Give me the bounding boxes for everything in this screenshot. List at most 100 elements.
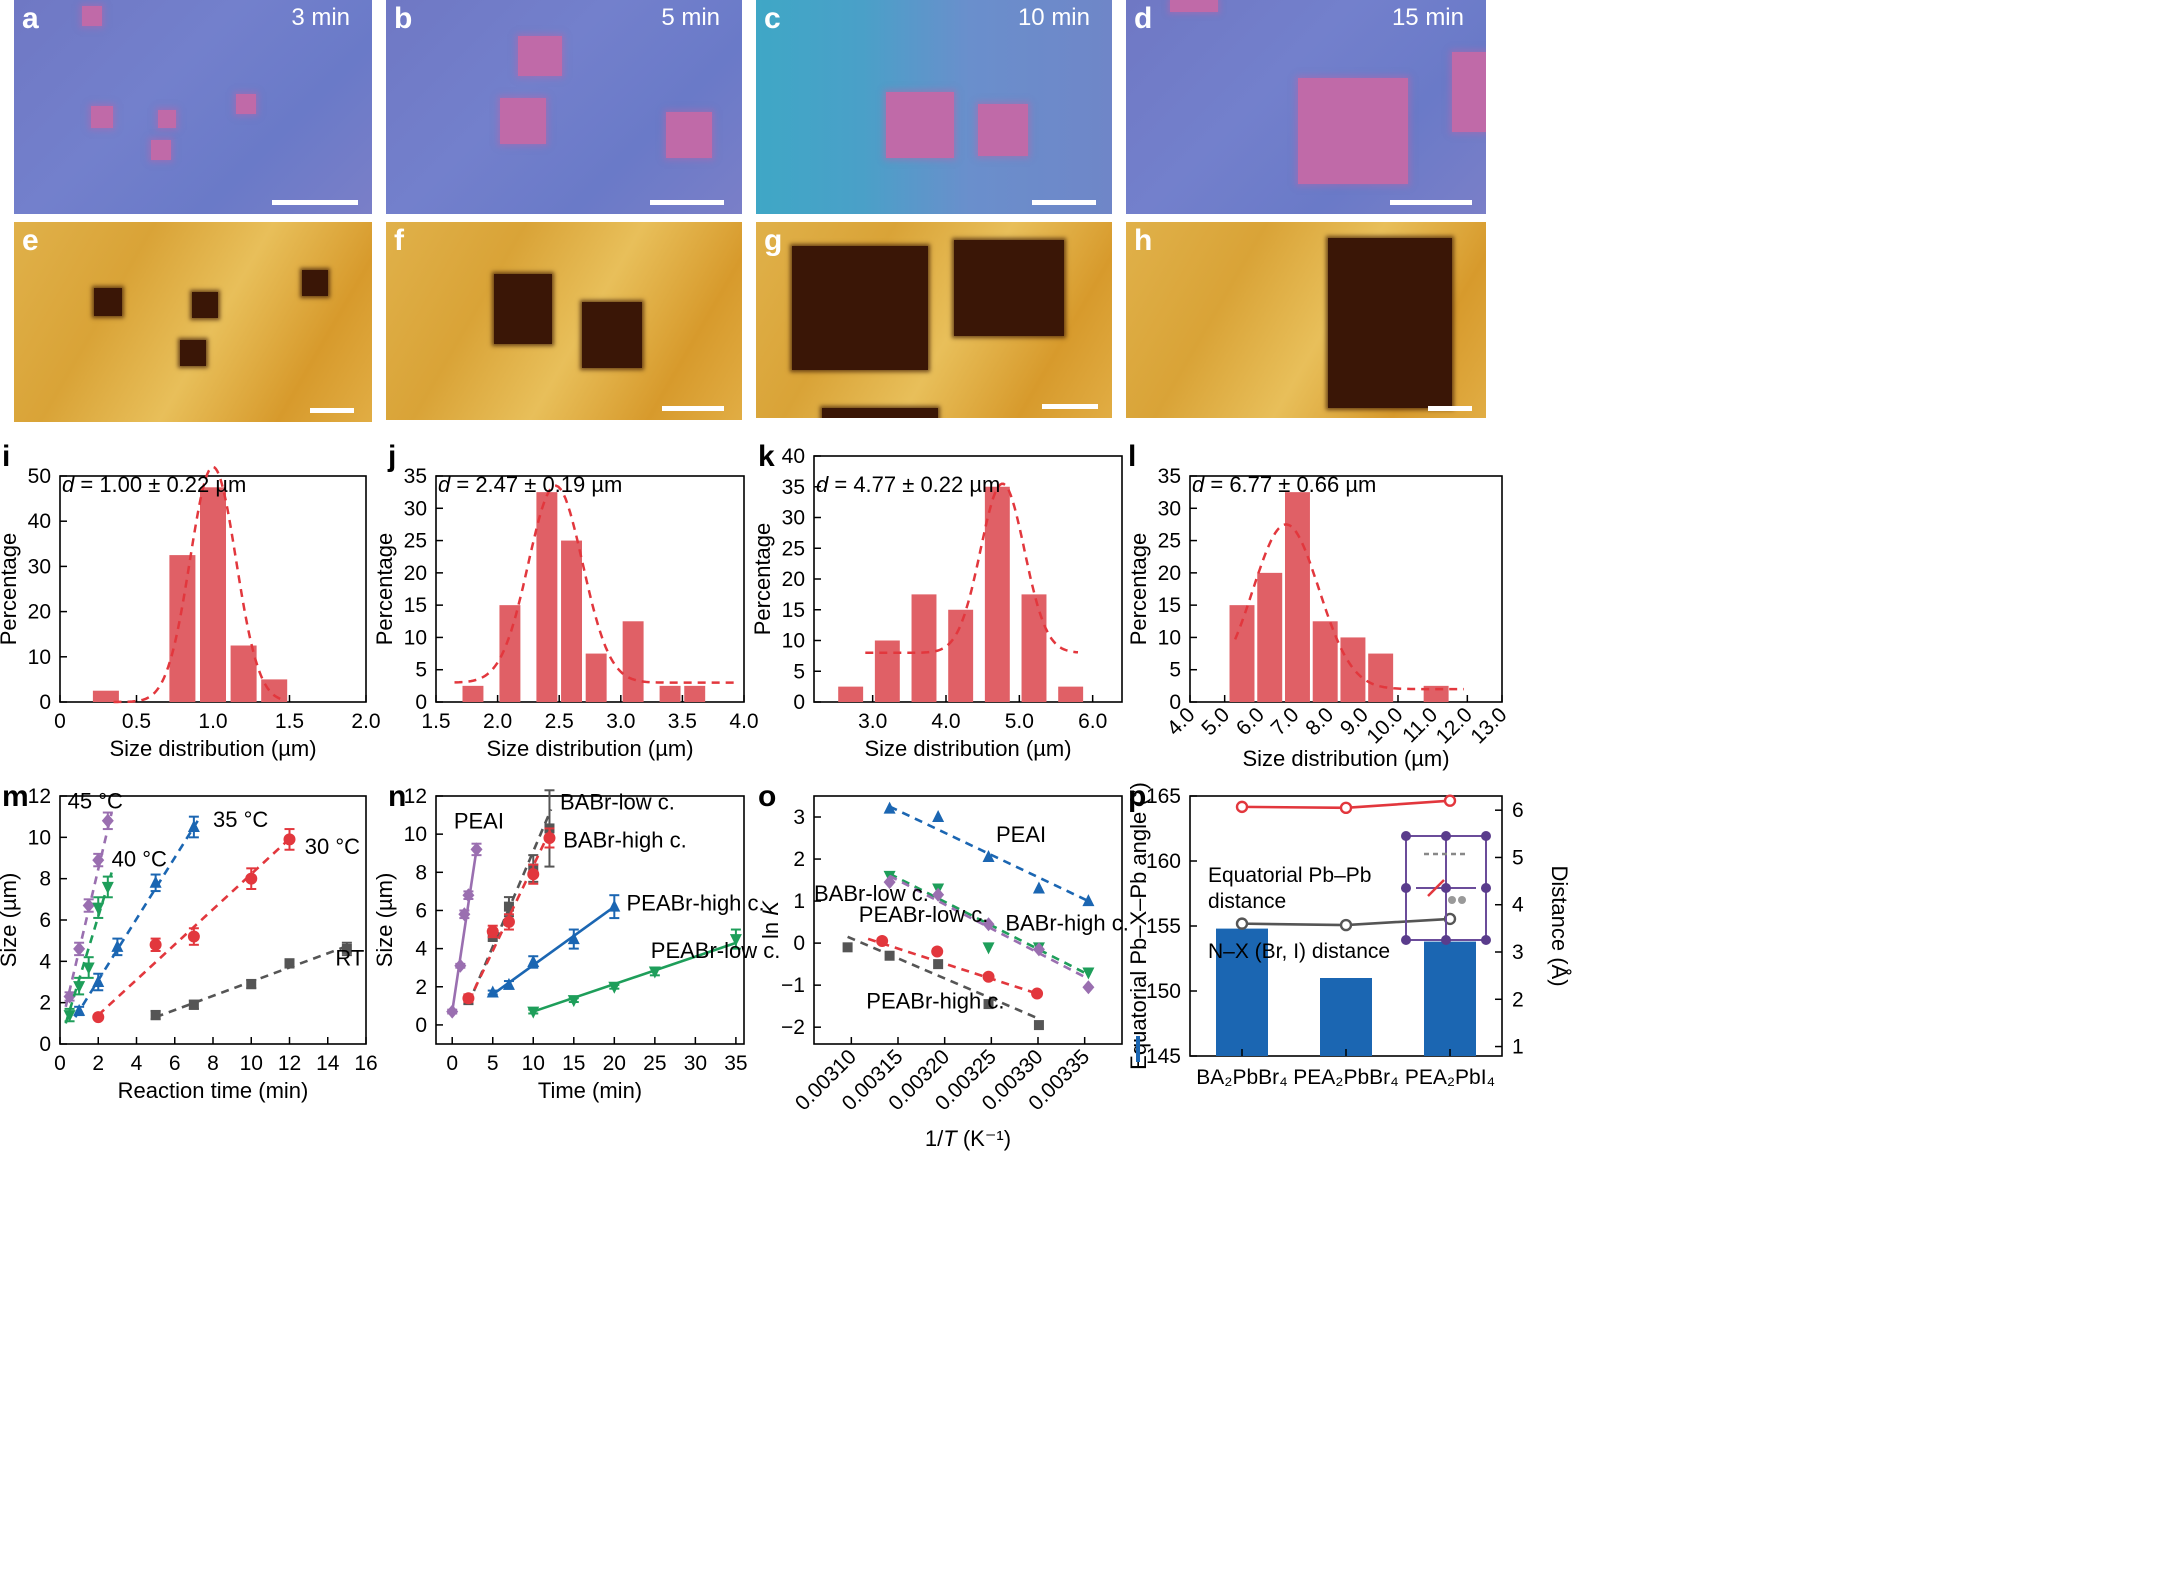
x-tick-label: 0.5: [122, 710, 151, 733]
series-label: PEABr-low c.: [859, 902, 989, 927]
y-tick-label: 30: [404, 497, 427, 520]
time-label: 5 min: [661, 4, 720, 31]
data-point: [527, 1006, 540, 1019]
scale-bar: [272, 200, 358, 205]
histogram-bar: [585, 653, 607, 702]
time-label: 10 min: [1017, 4, 1090, 31]
x-tick-label: 3.5: [668, 710, 697, 733]
y-tick-label: 30: [782, 507, 805, 530]
y-tick-label: 0: [793, 691, 805, 714]
data-point: [842, 942, 853, 953]
y-tick-label: 150: [1146, 980, 1181, 1003]
y-tick-label: 2: [415, 976, 427, 999]
plot-frame: [435, 795, 745, 1045]
data-point: [73, 1003, 86, 1016]
hole-square: [1328, 238, 1452, 408]
data-point: [486, 925, 499, 938]
afm-image-h: h: [1126, 222, 1486, 418]
y-tick-label: 40: [782, 445, 805, 468]
histogram-bar: [92, 690, 119, 702]
data-point: [982, 970, 995, 983]
data-point: [1031, 987, 1044, 1000]
y-tick-label: 2: [793, 848, 805, 871]
data-point: [73, 941, 86, 956]
data-point: [567, 995, 580, 1008]
series-label: 40 °C: [112, 846, 167, 871]
data-point: [502, 977, 515, 990]
data-point: [608, 981, 621, 994]
data-point: [931, 945, 944, 958]
y2-tick-label: 5: [1512, 846, 1524, 869]
hole-square: [302, 270, 328, 296]
series-label: PEABr-low c.: [651, 938, 781, 963]
histogram-bar: [1312, 621, 1338, 702]
y2-tick-label: 4: [1512, 894, 1524, 917]
x-axis-label: 1/T (K⁻¹): [925, 1126, 1011, 1151]
y-tick-label: 10: [404, 823, 427, 846]
y-tick-label: 12: [28, 785, 51, 808]
data-point: [187, 930, 200, 943]
y2-tick-label: 1: [1512, 1036, 1524, 1059]
fit-line: [889, 872, 1089, 976]
panel-letter: e: [22, 224, 39, 257]
data-point: [73, 981, 86, 994]
histogram-bar: [199, 487, 227, 702]
y-axis-label: Size (µm): [0, 873, 21, 968]
y-tick-label: 0: [415, 691, 427, 714]
size-annotation: d = 4.77 ± 0.22 µm: [816, 472, 1000, 497]
afm-image-e: e: [14, 222, 372, 422]
line-label: N–X (Br, I) distance: [1208, 940, 1390, 963]
data-point: [1339, 918, 1353, 932]
x-tick-label: 5: [487, 1052, 499, 1075]
y-tick-label: 20: [1158, 562, 1181, 585]
crystal-square: [236, 94, 256, 114]
y-tick-label: 40: [28, 510, 51, 533]
y-tick-label: 4: [39, 950, 51, 973]
y-tick-label: 2: [39, 992, 51, 1015]
series-label: 30 °C: [305, 834, 360, 859]
gaussian-fit-curve: [454, 484, 738, 684]
y-tick-label: 6: [39, 909, 51, 932]
data-point: [92, 975, 105, 987]
x-tick-label: 12: [278, 1052, 301, 1075]
panel-letter: n: [388, 780, 406, 813]
size-annotation: d = 1.00 ± 0.22 µm: [62, 472, 246, 497]
data-point: [1339, 801, 1353, 815]
y2-tick-label: 6: [1512, 799, 1524, 822]
category-label: PEA₂PbBr₄: [1293, 1066, 1398, 1089]
x-tick-label: 4: [131, 1052, 143, 1075]
chart-n: n 0 2 4 6 8 10 12 Size (µm) 0 5 10 15 20 25 30 35 Time (m…: [372, 780, 780, 1103]
data-point: [446, 1004, 459, 1019]
histogram-bar: [659, 685, 681, 702]
data-point: [82, 962, 95, 975]
histogram-bar: [169, 555, 196, 702]
line-label: distance: [1208, 890, 1286, 913]
chart-i: i 0 10 20 30 40 50 Percentage 0 0.5 1.0 1.5 2.0 Size …: [0, 440, 381, 761]
x-tick-label: 15: [562, 1052, 585, 1075]
data-point: [101, 881, 114, 894]
crystal-square: [82, 6, 102, 26]
crystal-square: [886, 92, 954, 158]
series-label: RT: [335, 945, 364, 970]
series-label: PEABr-high c.: [866, 988, 1004, 1013]
y-tick-label: 10: [28, 826, 51, 849]
optical-image-a: a 3 min: [14, 0, 372, 214]
series-label: PEABr-high c.: [626, 890, 764, 915]
atom-icon: [1481, 883, 1491, 893]
fit-line: [491, 905, 616, 996]
histogram-bar: [261, 679, 288, 702]
data-point: [1235, 917, 1249, 930]
angle-bar: [1216, 928, 1268, 1056]
y-tick-label: 30: [28, 555, 51, 578]
data-point: [884, 950, 895, 961]
histogram-bar: [536, 492, 558, 702]
afm-image-g: g: [756, 222, 1112, 418]
y-tick-label: 10: [1158, 626, 1181, 649]
crystal-square: [978, 104, 1028, 156]
x-tick-label: 0: [446, 1052, 458, 1075]
chart-l: l 0 5 10 15 20 25 30 35 Percentage 4.05.06.07.08.0…: [1126, 440, 1512, 771]
y-tick-label: 25: [782, 537, 805, 560]
panel-letter: b: [394, 2, 413, 35]
optical-image-c: c 10 min: [756, 0, 1112, 214]
x-tick-label: 1.0: [198, 710, 227, 733]
